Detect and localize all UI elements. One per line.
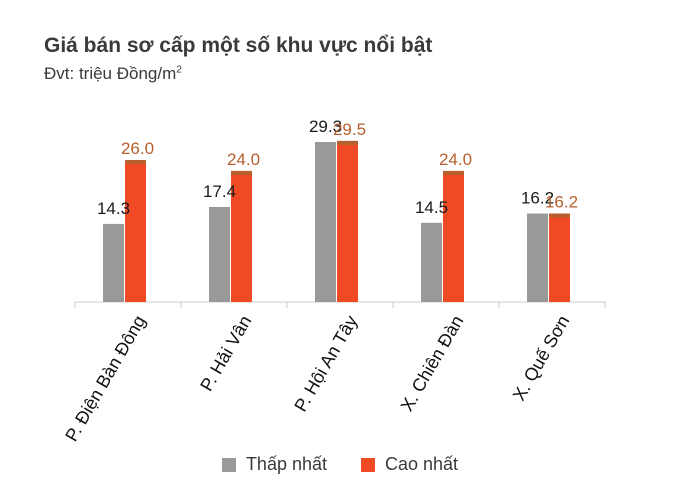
- bar-max-cap: [125, 160, 146, 165]
- value-label-min: 29.3: [309, 117, 342, 136]
- bar-min: [315, 142, 336, 302]
- value-label-min: 16.2: [521, 189, 554, 208]
- value-label-max: 16.2: [545, 193, 578, 212]
- legend-swatch-max: [361, 457, 375, 472]
- legend-label-max: Cao nhất: [385, 454, 459, 474]
- category-label: X. Chiên Đàn: [397, 312, 468, 415]
- bar-min: [527, 213, 548, 302]
- bar-max-cap: [231, 170, 252, 175]
- bar-max-cap: [549, 213, 570, 218]
- bar-max-cap: [337, 140, 358, 145]
- value-label-max: 24.0: [227, 150, 260, 169]
- value-label-max: 24.0: [439, 150, 472, 169]
- unit-text: Đvt: triệu Đồng/m: [44, 64, 177, 83]
- legend-swatch-min: [221, 457, 236, 472]
- unit-label: Đvt: triệu Đồng/m2: [44, 64, 182, 84]
- value-label-max: 26.0: [121, 139, 154, 158]
- category-label: P. Điện Bàn Đông: [61, 312, 149, 445]
- legend-item-max: Cao nhất: [361, 454, 458, 475]
- bar-max: [125, 160, 146, 302]
- unit-superscript: 2: [176, 64, 182, 76]
- chart-title: Giá bán sơ cấp một số khu vực nổi bật: [44, 34, 433, 57]
- bar-min: [209, 206, 230, 302]
- value-label-max: 29.5: [333, 120, 366, 139]
- bar-max-cap: [443, 170, 464, 175]
- category-label: P. Hải Vân: [196, 312, 255, 395]
- legend-item-min: Thấp nhất: [221, 454, 327, 475]
- value-label-min: 14.5: [415, 198, 448, 217]
- legend-label-min: Thấp nhất: [245, 454, 327, 474]
- bar-max: [443, 170, 464, 302]
- category-label: X. Quế Sơn: [509, 312, 574, 404]
- bar-max: [231, 170, 252, 302]
- value-label-min: 17.4: [203, 182, 236, 201]
- category-label: P. Hội An Tây: [290, 312, 361, 415]
- bar-min: [421, 222, 442, 302]
- bar-max: [337, 140, 358, 302]
- bar-min: [103, 223, 124, 302]
- value-label-min: 14.3: [97, 199, 130, 218]
- bar-max: [549, 213, 570, 302]
- legend: Thấp nhất Cao nhất: [0, 454, 680, 475]
